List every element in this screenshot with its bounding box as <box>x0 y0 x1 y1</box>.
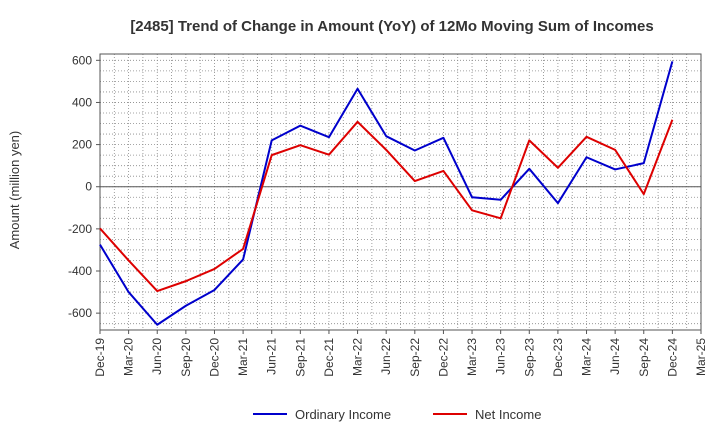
y-tick-label: 600 <box>72 53 92 67</box>
legend-label-ordinary-income: Ordinary Income <box>295 407 391 422</box>
series-line-ordinary-income <box>99 61 674 326</box>
x-tick-label: Sep-23 <box>522 338 536 377</box>
x-tick-label: Mar-24 <box>580 338 594 376</box>
x-tick-label: Dec-20 <box>207 338 221 377</box>
y-tick-label: 400 <box>72 95 92 109</box>
y-tick-label: -200 <box>68 222 92 236</box>
x-tick-label: Sep-22 <box>408 338 422 377</box>
x-tick-label: Sep-21 <box>293 338 307 377</box>
y-tick-label: 0 <box>85 180 92 194</box>
x-tick-label: Jun-21 <box>265 338 279 375</box>
series-line-net-income <box>99 119 674 293</box>
x-tick-label: Mar-20 <box>122 338 136 376</box>
x-tick-label: Mar-22 <box>351 338 365 376</box>
x-tick-label: Jun-22 <box>379 338 393 375</box>
plot-frame <box>99 53 702 331</box>
x-tick-label: Jun-24 <box>608 338 622 375</box>
y-tick-label: -600 <box>68 306 92 320</box>
legend: Ordinary Income Net Income <box>253 407 541 422</box>
grid <box>99 54 702 330</box>
x-tick-label: Mar-23 <box>465 338 479 376</box>
y-tick-label: -400 <box>68 264 92 278</box>
x-tick-label: Mar-25 <box>694 338 708 376</box>
chart-title: [2485] Trend of Change in Amount (YoY) o… <box>130 18 653 35</box>
x-tick-label: Dec-21 <box>322 338 336 377</box>
x-tick-label: Sep-24 <box>637 338 651 377</box>
y-axis-label: Amount (million yen) <box>7 131 22 250</box>
x-tick-label: Mar-21 <box>236 338 250 376</box>
x-tick-label: Dec-24 <box>665 338 679 377</box>
y-tick-label: 200 <box>72 138 92 152</box>
legend-label-net-income: Net Income <box>475 407 541 422</box>
x-tick-label: Dec-23 <box>551 338 565 377</box>
series-group <box>99 61 674 326</box>
x-tick-label: Jun-23 <box>494 338 508 375</box>
x-tick-label: Sep-20 <box>179 338 193 377</box>
x-tick-label: Dec-19 <box>93 338 107 377</box>
axes: 600 400 200 0 -200 -400 -600 Dec-19 Mar-20 Jun-20… <box>68 53 708 376</box>
x-tick-label: Jun-20 <box>150 338 164 375</box>
x-tick-label: Dec-22 <box>436 338 450 377</box>
